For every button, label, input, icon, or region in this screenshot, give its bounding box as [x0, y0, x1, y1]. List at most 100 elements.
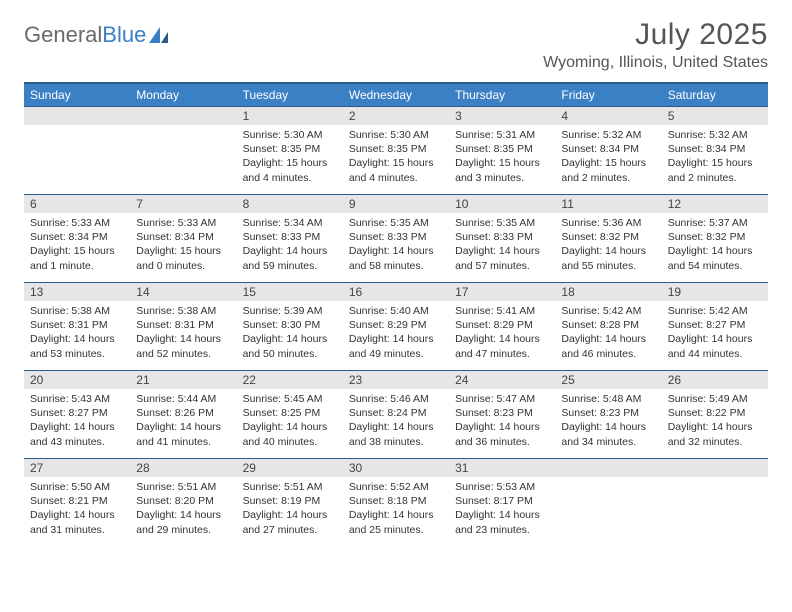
day-number: 29 — [237, 459, 343, 477]
daylight-line: Daylight: 14 hours and 46 minutes. — [561, 332, 655, 360]
sunrise-line: Sunrise: 5:42 AM — [561, 304, 655, 318]
sunset-line: Sunset: 8:35 PM — [243, 142, 337, 156]
day-number: 18 — [555, 283, 661, 301]
daylight-line: Daylight: 15 hours and 2 minutes. — [668, 156, 762, 184]
daylight-line: Daylight: 14 hours and 38 minutes. — [349, 420, 443, 448]
page-header: GeneralBlue July 2025 Wyoming, Illinois,… — [24, 18, 768, 72]
title-block: July 2025 Wyoming, Illinois, United Stat… — [543, 18, 768, 72]
weekday-header: Wednesday — [343, 83, 449, 107]
daylight-line: Daylight: 14 hours and 44 minutes. — [668, 332, 762, 360]
day-number: 6 — [24, 195, 130, 213]
sunset-line: Sunset: 8:17 PM — [455, 494, 549, 508]
daylight-line: Daylight: 14 hours and 34 minutes. — [561, 420, 655, 448]
day-details: Sunrise: 5:52 AMSunset: 8:18 PMDaylight:… — [343, 477, 449, 543]
daylight-line: Daylight: 14 hours and 32 minutes. — [668, 420, 762, 448]
sunrise-line: Sunrise: 5:38 AM — [30, 304, 124, 318]
day-number: 10 — [449, 195, 555, 213]
day-details: Sunrise: 5:48 AMSunset: 8:23 PMDaylight:… — [555, 389, 661, 455]
calendar-day-cell: 11Sunrise: 5:36 AMSunset: 8:32 PMDayligh… — [555, 195, 661, 283]
sunset-line: Sunset: 8:21 PM — [30, 494, 124, 508]
day-details: Sunrise: 5:42 AMSunset: 8:28 PMDaylight:… — [555, 301, 661, 367]
day-number: 13 — [24, 283, 130, 301]
day-details: Sunrise: 5:45 AMSunset: 8:25 PMDaylight:… — [237, 389, 343, 455]
calendar-week-row: 20Sunrise: 5:43 AMSunset: 8:27 PMDayligh… — [24, 371, 768, 459]
sunset-line: Sunset: 8:31 PM — [30, 318, 124, 332]
day-details: Sunrise: 5:43 AMSunset: 8:27 PMDaylight:… — [24, 389, 130, 455]
sunset-line: Sunset: 8:33 PM — [349, 230, 443, 244]
calendar-day-cell: 17Sunrise: 5:41 AMSunset: 8:29 PMDayligh… — [449, 283, 555, 371]
sunset-line: Sunset: 8:30 PM — [243, 318, 337, 332]
calendar-day-cell: 25Sunrise: 5:48 AMSunset: 8:23 PMDayligh… — [555, 371, 661, 459]
day-details: Sunrise: 5:50 AMSunset: 8:21 PMDaylight:… — [24, 477, 130, 543]
sunset-line: Sunset: 8:35 PM — [349, 142, 443, 156]
brand-sail-icon — [148, 26, 170, 44]
sunrise-line: Sunrise: 5:32 AM — [561, 128, 655, 142]
day-number: 28 — [130, 459, 236, 477]
sunset-line: Sunset: 8:34 PM — [136, 230, 230, 244]
day-number — [662, 459, 768, 477]
sunset-line: Sunset: 8:32 PM — [561, 230, 655, 244]
calendar-day-cell: 19Sunrise: 5:42 AMSunset: 8:27 PMDayligh… — [662, 283, 768, 371]
daylight-line: Daylight: 14 hours and 25 minutes. — [349, 508, 443, 536]
calendar-day-cell: 23Sunrise: 5:46 AMSunset: 8:24 PMDayligh… — [343, 371, 449, 459]
day-details: Sunrise: 5:38 AMSunset: 8:31 PMDaylight:… — [130, 301, 236, 367]
sunrise-line: Sunrise: 5:50 AM — [30, 480, 124, 494]
daylight-line: Daylight: 14 hours and 53 minutes. — [30, 332, 124, 360]
calendar-day-cell: 21Sunrise: 5:44 AMSunset: 8:26 PMDayligh… — [130, 371, 236, 459]
day-details: Sunrise: 5:36 AMSunset: 8:32 PMDaylight:… — [555, 213, 661, 279]
sunset-line: Sunset: 8:19 PM — [243, 494, 337, 508]
calendar-empty-cell — [662, 459, 768, 547]
day-details: Sunrise: 5:35 AMSunset: 8:33 PMDaylight:… — [449, 213, 555, 279]
brand-logo: GeneralBlue — [24, 22, 170, 48]
daylight-line: Daylight: 15 hours and 3 minutes. — [455, 156, 549, 184]
day-number: 26 — [662, 371, 768, 389]
day-details: Sunrise: 5:30 AMSunset: 8:35 PMDaylight:… — [237, 125, 343, 191]
day-number: 4 — [555, 107, 661, 125]
day-number: 2 — [343, 107, 449, 125]
daylight-line: Daylight: 15 hours and 4 minutes. — [243, 156, 337, 184]
calendar-day-cell: 2Sunrise: 5:30 AMSunset: 8:35 PMDaylight… — [343, 107, 449, 195]
calendar-day-cell: 7Sunrise: 5:33 AMSunset: 8:34 PMDaylight… — [130, 195, 236, 283]
daylight-line: Daylight: 14 hours and 31 minutes. — [30, 508, 124, 536]
sunset-line: Sunset: 8:18 PM — [349, 494, 443, 508]
daylight-line: Daylight: 14 hours and 57 minutes. — [455, 244, 549, 272]
weekday-header: Sunday — [24, 83, 130, 107]
sunrise-line: Sunrise: 5:39 AM — [243, 304, 337, 318]
day-details: Sunrise: 5:31 AMSunset: 8:35 PMDaylight:… — [449, 125, 555, 191]
sunset-line: Sunset: 8:20 PM — [136, 494, 230, 508]
daylight-line: Daylight: 14 hours and 49 minutes. — [349, 332, 443, 360]
calendar-week-row: 13Sunrise: 5:38 AMSunset: 8:31 PMDayligh… — [24, 283, 768, 371]
day-details — [24, 125, 130, 134]
calendar-empty-cell — [130, 107, 236, 195]
calendar-day-cell: 20Sunrise: 5:43 AMSunset: 8:27 PMDayligh… — [24, 371, 130, 459]
calendar-day-cell: 30Sunrise: 5:52 AMSunset: 8:18 PMDayligh… — [343, 459, 449, 547]
sunrise-line: Sunrise: 5:40 AM — [349, 304, 443, 318]
sunset-line: Sunset: 8:33 PM — [243, 230, 337, 244]
daylight-line: Daylight: 14 hours and 36 minutes. — [455, 420, 549, 448]
daylight-line: Daylight: 14 hours and 27 minutes. — [243, 508, 337, 536]
month-title: July 2025 — [543, 18, 768, 52]
day-details: Sunrise: 5:30 AMSunset: 8:35 PMDaylight:… — [343, 125, 449, 191]
day-number: 22 — [237, 371, 343, 389]
day-number — [24, 107, 130, 125]
daylight-line: Daylight: 14 hours and 41 minutes. — [136, 420, 230, 448]
sunset-line: Sunset: 8:27 PM — [668, 318, 762, 332]
day-number: 15 — [237, 283, 343, 301]
sunrise-line: Sunrise: 5:45 AM — [243, 392, 337, 406]
weekday-header: Tuesday — [237, 83, 343, 107]
day-details: Sunrise: 5:32 AMSunset: 8:34 PMDaylight:… — [662, 125, 768, 191]
calendar-day-cell: 10Sunrise: 5:35 AMSunset: 8:33 PMDayligh… — [449, 195, 555, 283]
sunset-line: Sunset: 8:24 PM — [349, 406, 443, 420]
day-details: Sunrise: 5:51 AMSunset: 8:19 PMDaylight:… — [237, 477, 343, 543]
sunset-line: Sunset: 8:34 PM — [561, 142, 655, 156]
calendar-week-row: 1Sunrise: 5:30 AMSunset: 8:35 PMDaylight… — [24, 107, 768, 195]
day-number: 23 — [343, 371, 449, 389]
calendar-day-cell: 14Sunrise: 5:38 AMSunset: 8:31 PMDayligh… — [130, 283, 236, 371]
daylight-line: Daylight: 14 hours and 58 minutes. — [349, 244, 443, 272]
sunrise-line: Sunrise: 5:53 AM — [455, 480, 549, 494]
day-details: Sunrise: 5:51 AMSunset: 8:20 PMDaylight:… — [130, 477, 236, 543]
sunrise-line: Sunrise: 5:38 AM — [136, 304, 230, 318]
sunrise-line: Sunrise: 5:33 AM — [30, 216, 124, 230]
day-details — [130, 125, 236, 134]
day-number: 8 — [237, 195, 343, 213]
